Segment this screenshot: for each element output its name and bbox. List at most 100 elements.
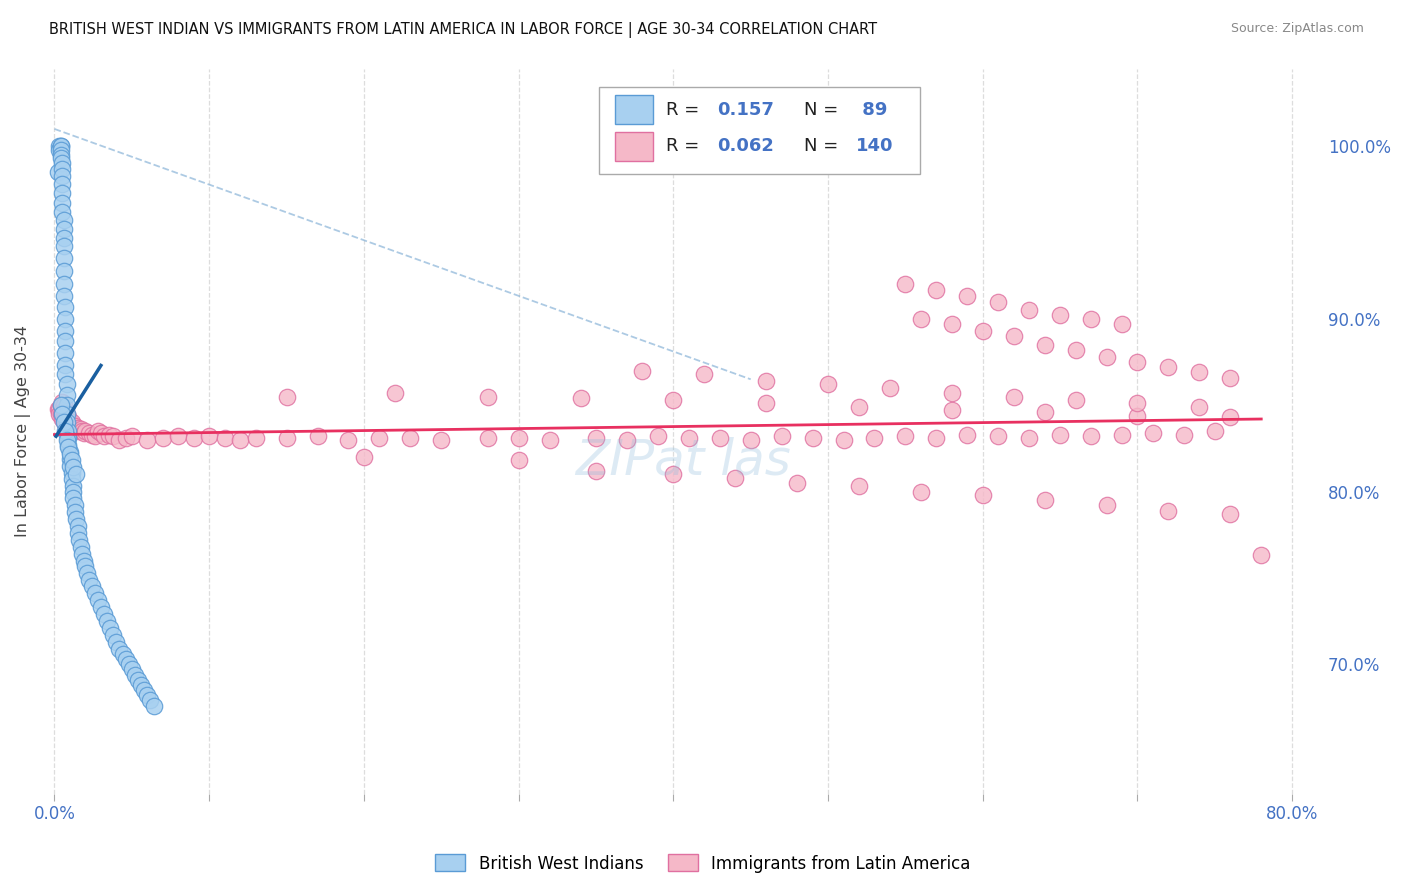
Point bbox=[51, 196, 73, 211]
Point bbox=[46, 401, 69, 416]
Point bbox=[49, 148, 72, 162]
Point bbox=[52, 277, 75, 292]
Text: 140: 140 bbox=[856, 137, 893, 155]
Point bbox=[93, 429, 115, 443]
Point bbox=[63, 418, 86, 433]
Point bbox=[585, 464, 607, 478]
Point bbox=[58, 438, 80, 452]
Point bbox=[1080, 429, 1102, 443]
Point bbox=[60, 466, 83, 480]
Point bbox=[307, 429, 329, 443]
Point bbox=[1033, 405, 1056, 419]
Point bbox=[53, 417, 76, 432]
Point bbox=[51, 412, 73, 426]
Point bbox=[801, 431, 824, 445]
Point bbox=[198, 429, 221, 443]
Point bbox=[229, 433, 252, 447]
Point bbox=[121, 429, 143, 443]
Point bbox=[62, 479, 84, 493]
Text: R =: R = bbox=[666, 101, 704, 119]
Point bbox=[152, 431, 174, 445]
Point bbox=[925, 431, 948, 445]
Point bbox=[93, 607, 115, 621]
Point bbox=[755, 396, 778, 410]
Point bbox=[76, 566, 98, 580]
Point bbox=[972, 324, 994, 338]
Point bbox=[52, 398, 75, 412]
Point bbox=[103, 429, 125, 443]
Point bbox=[66, 519, 89, 533]
Point bbox=[1219, 410, 1241, 425]
Point bbox=[399, 431, 422, 445]
Point bbox=[52, 403, 75, 417]
Point bbox=[1188, 365, 1211, 379]
Point bbox=[59, 446, 82, 460]
Point bbox=[73, 553, 96, 567]
Point bbox=[1049, 427, 1071, 442]
Point bbox=[183, 431, 205, 445]
Point bbox=[508, 453, 530, 467]
Point bbox=[51, 161, 73, 176]
Point bbox=[662, 392, 685, 407]
Point bbox=[56, 407, 79, 421]
Point bbox=[910, 311, 932, 326]
Point bbox=[59, 420, 82, 434]
Point bbox=[52, 414, 75, 428]
Point bbox=[52, 416, 75, 430]
Point bbox=[631, 364, 654, 378]
Point bbox=[51, 204, 73, 219]
Point bbox=[740, 433, 762, 447]
Point bbox=[910, 484, 932, 499]
Point bbox=[52, 252, 75, 266]
Point bbox=[63, 499, 86, 513]
Point bbox=[53, 359, 76, 373]
Point bbox=[941, 403, 963, 417]
Point bbox=[879, 381, 901, 395]
Point bbox=[58, 410, 80, 425]
Point bbox=[73, 425, 96, 440]
Point bbox=[1204, 424, 1226, 438]
Text: 89: 89 bbox=[856, 101, 887, 119]
Point bbox=[48, 139, 70, 153]
Point bbox=[53, 367, 76, 381]
Point bbox=[52, 239, 75, 253]
Point bbox=[121, 662, 143, 676]
Point bbox=[58, 431, 80, 445]
Point bbox=[90, 425, 112, 440]
Point bbox=[647, 429, 669, 443]
Point bbox=[1064, 392, 1087, 407]
Point bbox=[353, 450, 375, 464]
Point bbox=[51, 156, 73, 170]
Point bbox=[786, 475, 808, 490]
Point bbox=[124, 667, 146, 681]
Point bbox=[817, 377, 839, 392]
Point bbox=[1002, 390, 1025, 404]
Point bbox=[56, 412, 79, 426]
Point bbox=[1250, 549, 1272, 563]
Point bbox=[87, 424, 110, 438]
Point bbox=[52, 213, 75, 227]
Point bbox=[65, 467, 87, 482]
Point bbox=[49, 139, 72, 153]
Point bbox=[72, 547, 94, 561]
Point bbox=[48, 407, 70, 421]
Point bbox=[1142, 425, 1164, 440]
Point bbox=[477, 390, 499, 404]
Text: N =: N = bbox=[804, 101, 845, 119]
Point bbox=[477, 431, 499, 445]
Point bbox=[941, 317, 963, 331]
Point bbox=[709, 431, 731, 445]
Point bbox=[384, 386, 406, 401]
Point bbox=[56, 422, 79, 436]
Point bbox=[67, 424, 90, 438]
Point bbox=[894, 277, 917, 292]
Point bbox=[48, 143, 70, 157]
Point bbox=[108, 433, 131, 447]
Point bbox=[51, 407, 73, 421]
Point bbox=[53, 424, 76, 438]
Point bbox=[108, 641, 131, 656]
Point bbox=[72, 424, 94, 438]
Point bbox=[755, 374, 778, 388]
Point bbox=[56, 417, 79, 432]
Point bbox=[53, 412, 76, 426]
